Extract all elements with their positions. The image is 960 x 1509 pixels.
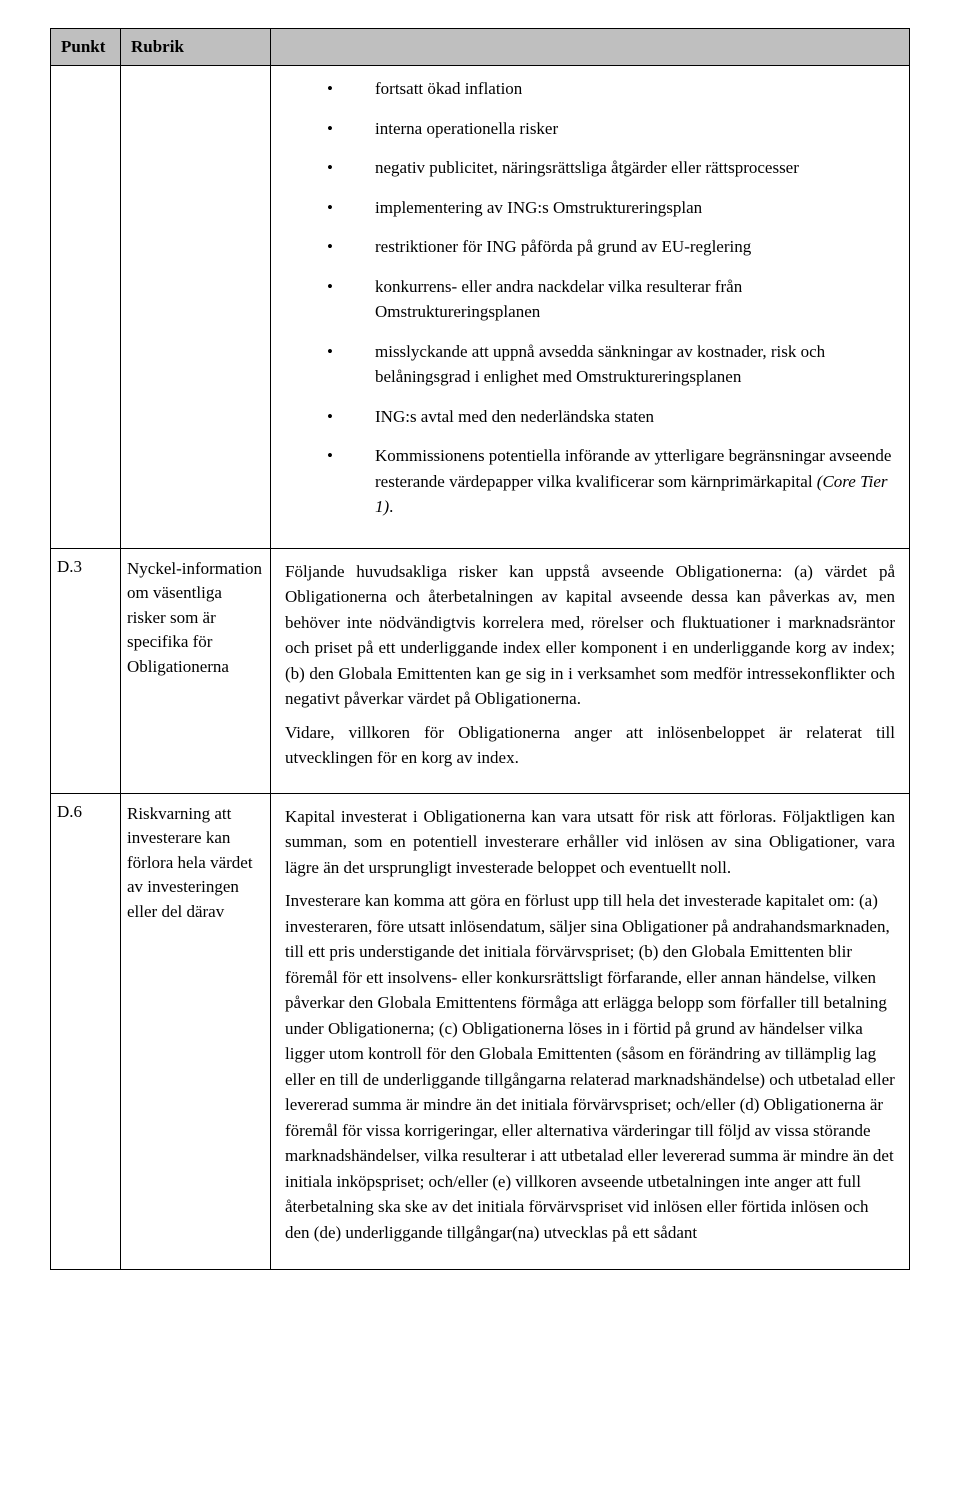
list-item: konkurrens- eller andra nackdelar vilka …	[285, 274, 895, 325]
bullet-tail: .	[389, 497, 393, 516]
header-rubrik: Rubrik	[121, 29, 271, 66]
bullet-text: Kommissionens potentiella införande av y…	[375, 446, 891, 491]
row2-rubrik: Riskvarning att investerare kan förlora …	[121, 793, 271, 1270]
list-item: implementering av ING:s Omstrukturerings…	[285, 195, 895, 221]
header-empty	[271, 29, 910, 66]
row0-content: fortsatt ökad inflation interna operatio…	[271, 66, 910, 549]
list-item: negativ publicitet, näringsrättsliga åtg…	[285, 155, 895, 181]
paragraph: Följande huvudsakliga risker kan uppstå …	[285, 559, 895, 712]
header-punkt: Punkt	[51, 29, 121, 66]
paragraph: Kapital investerat i Obligationerna kan …	[285, 804, 895, 881]
table-row: fortsatt ökad inflation interna operatio…	[51, 66, 910, 549]
row0-rubrik	[121, 66, 271, 549]
row1-content: Följande huvudsakliga risker kan uppstå …	[271, 548, 910, 793]
table-row: D.3 Nyckel-information om väsentliga ris…	[51, 548, 910, 793]
list-item: ING:s avtal med den nederländska staten	[285, 404, 895, 430]
bullet-list: fortsatt ökad inflation interna operatio…	[285, 76, 895, 520]
list-item: misslyckande att uppnå avsedda sänkninga…	[285, 339, 895, 390]
list-item: interna operationella risker	[285, 116, 895, 142]
table-row: D.6 Riskvarning att investerare kan förl…	[51, 793, 910, 1270]
paragraph: Investerare kan komma att göra en förlus…	[285, 888, 895, 1245]
list-item: restriktioner för ING påförda på grund a…	[285, 234, 895, 260]
list-item: fortsatt ökad inflation	[285, 76, 895, 102]
row1-punkt: D.3	[51, 548, 121, 793]
row1-rubrik: Nyckel-information om väsentliga risker …	[121, 548, 271, 793]
row2-punkt: D.6	[51, 793, 121, 1270]
row2-content: Kapital investerat i Obligationerna kan …	[271, 793, 910, 1270]
row0-punkt	[51, 66, 121, 549]
paragraph: Vidare, villkoren för Obligationerna ang…	[285, 720, 895, 771]
table-header-row: Punkt Rubrik	[51, 29, 910, 66]
list-item: Kommissionens potentiella införande av y…	[285, 443, 895, 520]
document-table: Punkt Rubrik fortsatt ökad inflation int…	[50, 28, 910, 1270]
